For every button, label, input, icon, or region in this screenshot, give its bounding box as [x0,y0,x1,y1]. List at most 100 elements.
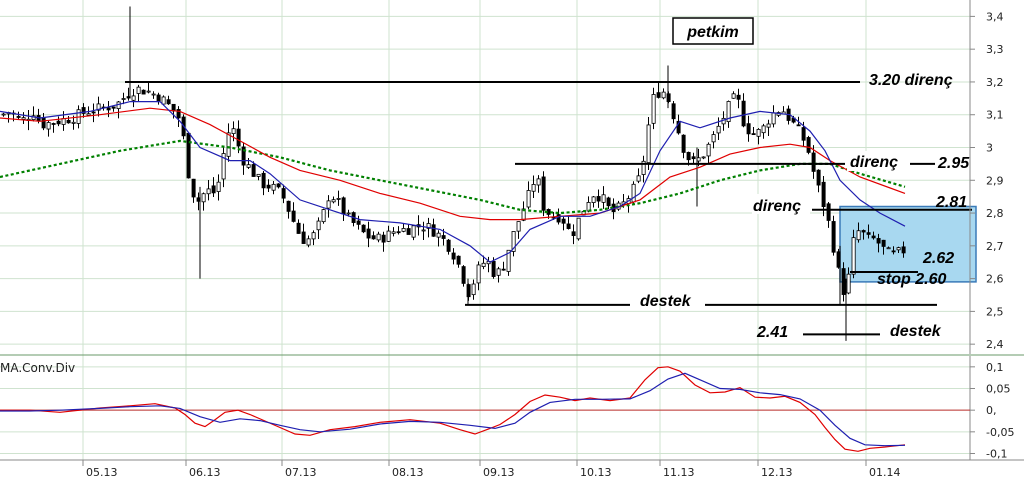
candle-down [686,151,691,161]
candle-up [121,98,126,100]
candle-down [501,268,506,271]
price-tick-label: 2,6 [986,273,1004,286]
candle-up [201,193,206,203]
price-tick-label: 3,2 [986,76,1004,89]
candle-up [271,183,276,191]
candle-up [136,86,141,94]
candle-down [676,120,681,134]
candle-down [381,234,386,243]
candle-up [161,96,166,105]
candle-down [441,235,446,239]
candle-up [331,199,336,203]
candle-down [266,184,271,189]
x-tick-label: 06.13 [189,466,221,479]
candle-down [141,89,146,95]
candle-down [541,176,546,211]
candle-down [821,181,826,208]
label-destek-2: destek [890,323,942,340]
indicator-tick-label: 0, [986,404,997,417]
x-tick-label: 08.13 [392,466,424,479]
candle-up [146,90,151,93]
candle-down [831,221,836,253]
candle-up [216,181,221,192]
price-tick-label: 2,8 [986,207,1004,220]
candle-up [401,228,406,232]
candle-down [806,137,811,153]
ma-short-line [0,101,906,263]
macd-lines [0,366,906,452]
x-tick-label: 09.13 [483,466,515,479]
candle-down [236,128,241,147]
candle-down [876,238,881,244]
price-tick-label: 2,7 [986,240,1004,253]
candle-down [491,260,496,277]
candle-down [881,239,886,247]
candle-up [601,194,606,203]
label-2.62: 2.62 [922,250,954,267]
candle-down [671,103,676,120]
x-tick-label: 12.13 [761,466,793,479]
candle-up [576,217,581,240]
candle-down [816,169,821,186]
candle-up [1,113,6,116]
candle-down [801,127,806,141]
indicator-tick-label: -0,05 [986,426,1014,439]
indicator-tick-label: -0,1 [986,448,1007,461]
candle-up [536,178,541,186]
candle-down [571,231,576,237]
candle-up [131,95,136,101]
candle-down [276,183,281,188]
price-tick-label: 2,5 [986,305,1004,318]
candle-down [296,222,301,234]
candle-up [531,184,536,192]
candle-up [246,164,251,168]
label-2.41: 2.41 [756,324,788,341]
price-tick-label: 3,4 [986,10,1004,23]
candle-down [241,146,246,166]
candle-up [506,249,511,272]
candle-up [511,231,516,252]
candle-up [711,134,716,143]
candle-down [456,255,461,265]
support-resistance-lines [125,80,972,336]
candle-up [61,118,66,125]
candle-down [596,196,601,202]
label-direnc-295: direnç [850,154,898,171]
candle-up [436,232,441,238]
price-tick-label: 3,1 [986,109,1004,122]
candle-up [231,128,236,135]
indicator-tick-label: 0,05 [986,383,1011,396]
candle-down [371,235,376,240]
candle-down [261,172,266,189]
candle-up [851,237,856,275]
candle-up [856,230,861,241]
candle-up [496,268,501,276]
candle-down [281,188,286,199]
price-tick-label: 2,9 [986,174,1004,187]
candle-up [421,229,426,232]
candle-up [96,103,101,111]
candle-down [556,214,561,223]
candle-up [761,125,766,134]
price-tick-label: 2,4 [986,338,1004,351]
candle-up [651,94,656,124]
candle-up [221,153,226,180]
x-tick-label: 07.13 [285,466,317,479]
candle-up [71,121,76,124]
x-tick-label: 11.13 [663,466,695,479]
candle-down [111,106,116,109]
x-tick-label: 10.13 [580,466,612,479]
candle-up [346,212,351,215]
candle-up [631,183,636,203]
candle-down [826,203,831,221]
candle-down [861,230,866,233]
candle-down [406,228,411,235]
candle-down [796,124,801,127]
candle-up [756,129,761,137]
candle-up [726,101,731,123]
candle-up [646,124,651,164]
candle-down [746,123,751,135]
candle-up [306,238,311,246]
candle-up [206,188,211,195]
